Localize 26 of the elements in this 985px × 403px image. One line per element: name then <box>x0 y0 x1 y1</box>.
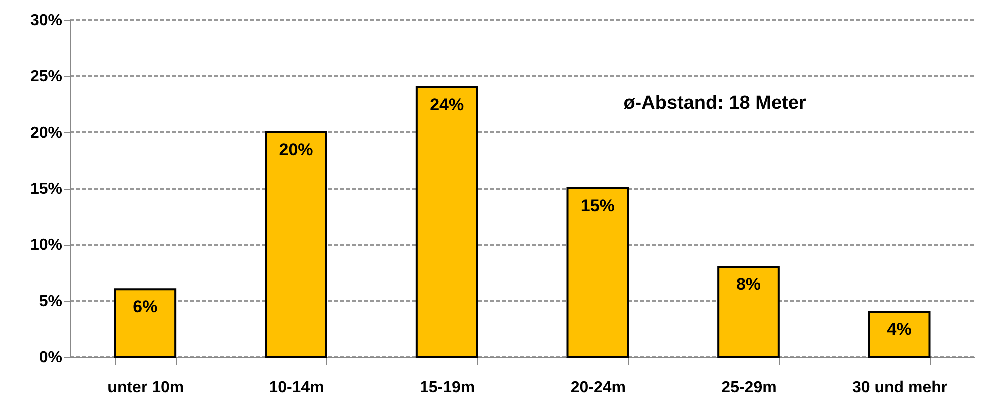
y-tick-label: 15% <box>30 181 62 198</box>
x-tick-label: 25-29m <box>722 380 777 396</box>
y-tick-label: 20% <box>30 124 62 142</box>
x-tick-label: 15-19m <box>420 380 476 396</box>
bar <box>114 288 177 358</box>
bar <box>265 131 328 358</box>
x-tick-label: 20-24m <box>570 380 626 396</box>
y-tick-label: 10% <box>30 237 62 254</box>
bar <box>566 188 630 358</box>
bar <box>868 311 931 358</box>
x-tick-label: 10-14m <box>269 380 324 396</box>
y-tick-label: 30% <box>30 12 62 30</box>
data-label: 24% <box>430 95 464 114</box>
bar <box>718 266 780 358</box>
y-tick-label: 5% <box>39 293 62 310</box>
x-tick-label: unter 10m <box>108 380 184 396</box>
y-tick-label: 25% <box>30 68 62 86</box>
data-label: 6% <box>133 298 158 317</box>
data-label: 8% <box>736 275 762 294</box>
bar <box>416 86 478 358</box>
y-tick-label: 0% <box>39 350 62 366</box>
x-tick-label: 30 und mehr <box>852 380 948 396</box>
data-label: 20% <box>279 140 314 160</box>
data-label: 4% <box>887 320 912 340</box>
data-label: 15% <box>580 196 615 216</box>
annotation: ø-Abstand: 18 Meter <box>624 93 807 114</box>
